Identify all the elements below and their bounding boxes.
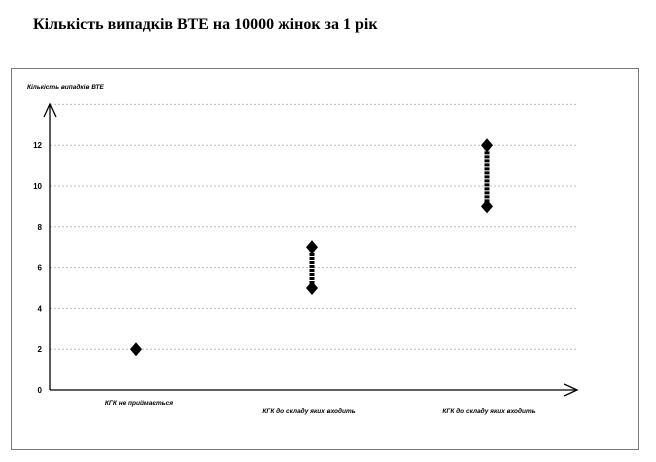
- y-tick-label: 4: [38, 304, 43, 313]
- data-point-low: [306, 281, 318, 295]
- y-tick-labels: 0 2 4 6 8 10 12: [33, 141, 42, 395]
- x-category-label: КГК до складу яких входить: [262, 407, 355, 415]
- grid-lines: [50, 103, 576, 350]
- x-category-label: КГК до складу яких входить: [442, 407, 535, 415]
- y-tick-label: 0: [38, 386, 43, 395]
- y-tick-label: 8: [38, 223, 43, 232]
- data-point-high: [306, 240, 318, 255]
- data-marks: [130, 138, 493, 357]
- y-tick-label: 6: [38, 264, 43, 273]
- chart-frame: [11, 68, 639, 450]
- page-title: Кількість випадків ВТЕ на 10000 жінок за…: [33, 16, 378, 33]
- y-tick-label: 2: [38, 345, 43, 354]
- axes: [43, 102, 579, 397]
- y-tick-label: 10: [33, 182, 42, 191]
- y-tick-label: 12: [33, 141, 42, 150]
- x-category-label: КГК не приймається: [105, 399, 173, 407]
- y-axis-arrow: [43, 102, 57, 118]
- x-axis-arrow: [563, 383, 579, 397]
- y-axis-label: Кількість випадків ВТЕ: [27, 83, 104, 91]
- data-point-low: [481, 199, 493, 214]
- data-point-high: [481, 138, 493, 153]
- data-point: [130, 342, 142, 357]
- x-category-labels: КГК не приймається КГК до складу яких вхо…: [105, 399, 536, 415]
